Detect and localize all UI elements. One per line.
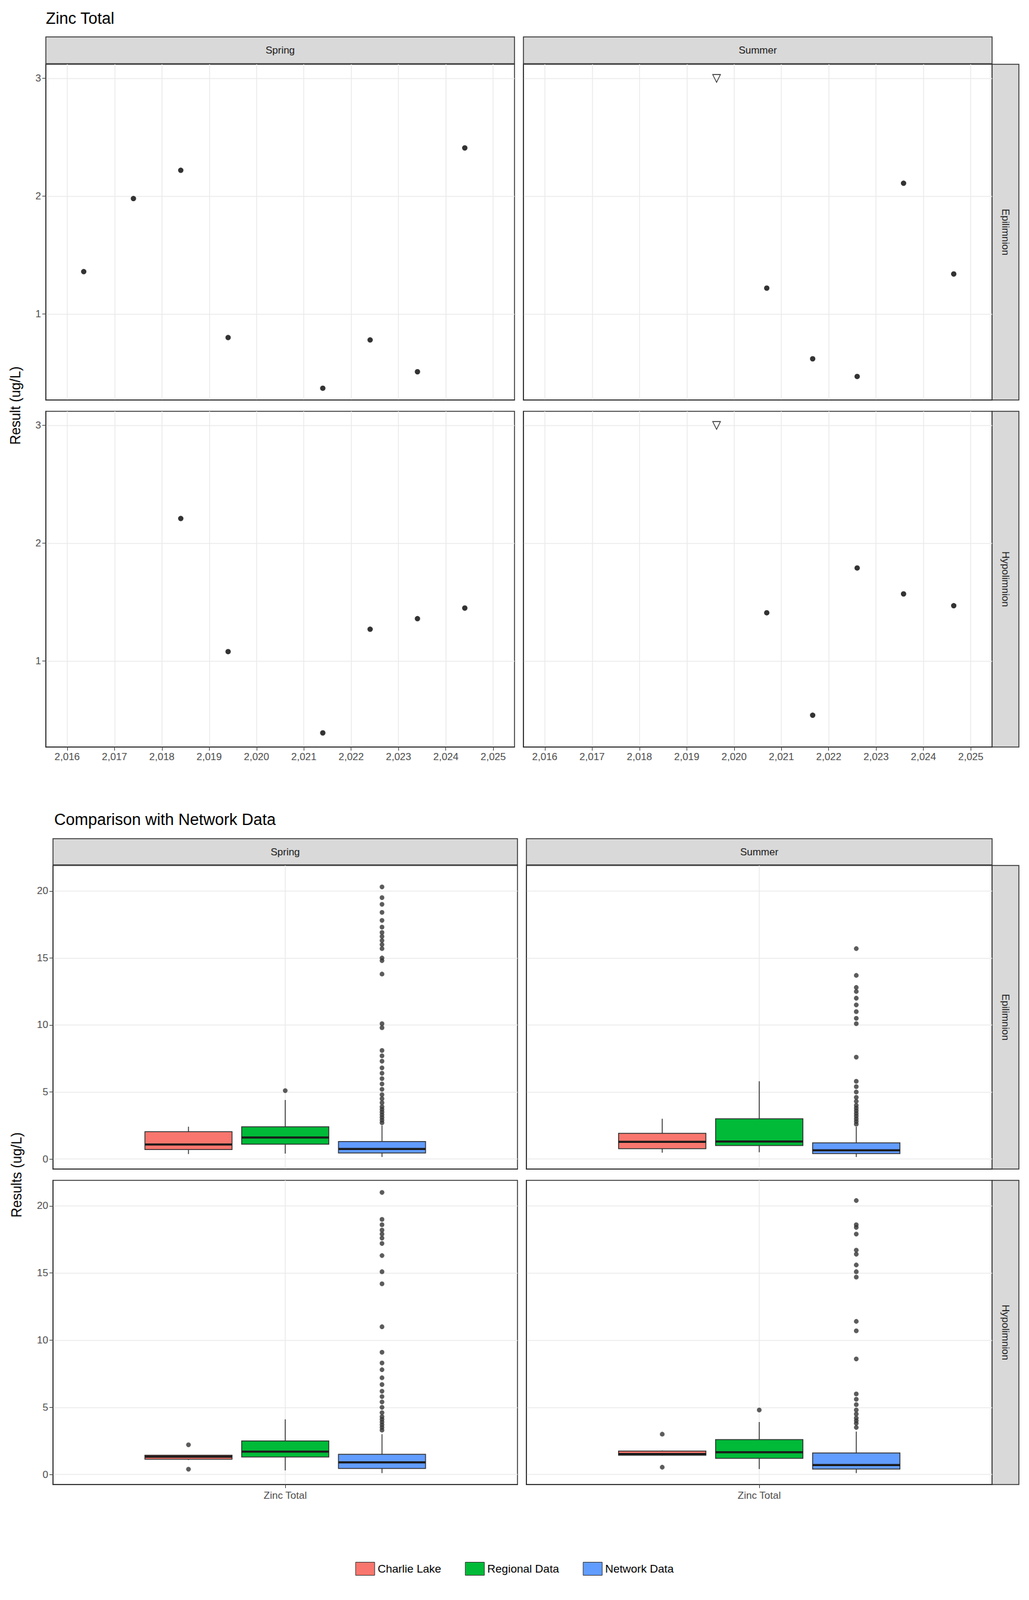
svg-text:10: 10 — [36, 1019, 49, 1031]
svg-text:2,022: 2,022 — [815, 751, 842, 763]
svg-text:2,021: 2,021 — [291, 751, 317, 763]
svg-text:Zinc Total: Zinc Total — [45, 9, 115, 28]
svg-text:15: 15 — [36, 1267, 49, 1280]
svg-text:5: 5 — [42, 1402, 49, 1414]
svg-text:2,025: 2,025 — [480, 751, 507, 763]
svg-text:2,017: 2,017 — [579, 751, 606, 763]
svg-text:Hypolimnion: Hypolimnion — [999, 551, 1012, 608]
svg-text:Network Data: Network Data — [605, 1563, 675, 1576]
svg-text:5: 5 — [42, 1086, 49, 1099]
svg-text:Summer: Summer — [738, 44, 778, 56]
svg-text:Zinc Total: Zinc Total — [737, 1490, 781, 1502]
svg-text:2,020: 2,020 — [721, 751, 747, 763]
svg-text:2,018: 2,018 — [148, 751, 175, 763]
svg-text:Result (ug/L): Result (ug/L) — [7, 366, 24, 446]
svg-text:3: 3 — [35, 419, 42, 432]
svg-text:2,019: 2,019 — [196, 751, 223, 763]
svg-text:Regional Data: Regional Data — [487, 1563, 560, 1576]
svg-text:1: 1 — [35, 655, 42, 667]
svg-text:2,022: 2,022 — [338, 751, 364, 763]
svg-text:0: 0 — [42, 1154, 49, 1166]
svg-text:2,016: 2,016 — [54, 751, 80, 763]
svg-text:2,023: 2,023 — [863, 751, 890, 763]
svg-text:Summer: Summer — [740, 846, 779, 859]
svg-text:2,017: 2,017 — [101, 751, 128, 763]
svg-text:2,018: 2,018 — [626, 751, 653, 763]
svg-text:Results (ug/L): Results (ug/L) — [8, 1132, 25, 1218]
svg-text:2,025: 2,025 — [958, 751, 984, 763]
svg-text:15: 15 — [36, 952, 49, 965]
svg-text:Epilimnion: Epilimnion — [999, 994, 1012, 1041]
svg-text:Epilimnion: Epilimnion — [999, 209, 1012, 256]
svg-text:20: 20 — [36, 1200, 49, 1212]
svg-text:3: 3 — [35, 72, 42, 84]
svg-text:2,024: 2,024 — [910, 751, 937, 763]
svg-text:2,019: 2,019 — [674, 751, 700, 763]
svg-text:Charlie Lake: Charlie Lake — [377, 1563, 442, 1576]
svg-text:2: 2 — [35, 537, 42, 550]
svg-text:10: 10 — [36, 1335, 49, 1347]
svg-text:1: 1 — [35, 308, 42, 320]
svg-text:Zinc Total: Zinc Total — [263, 1490, 307, 1502]
svg-text:2,024: 2,024 — [432, 751, 459, 763]
svg-text:2,020: 2,020 — [243, 751, 270, 763]
svg-text:Comparison with Network Data: Comparison with Network Data — [54, 811, 277, 829]
svg-text:2: 2 — [35, 190, 42, 202]
svg-text:Spring: Spring — [270, 846, 300, 859]
svg-text:2,021: 2,021 — [768, 751, 795, 763]
svg-text:Spring: Spring — [265, 44, 295, 56]
svg-text:2,023: 2,023 — [385, 751, 412, 763]
svg-text:20: 20 — [36, 885, 49, 897]
svg-text:0: 0 — [42, 1469, 49, 1481]
svg-text:Hypolimnion: Hypolimnion — [999, 1305, 1012, 1362]
svg-text:2,016: 2,016 — [531, 751, 558, 763]
